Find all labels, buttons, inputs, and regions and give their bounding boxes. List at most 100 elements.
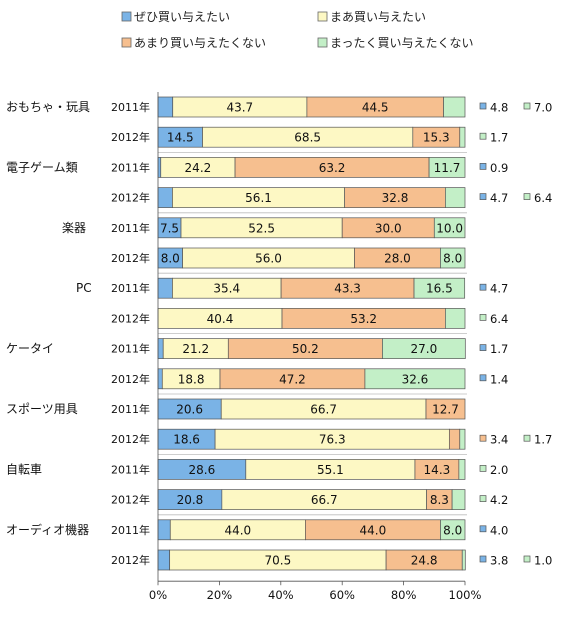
data-label: 28.0 xyxy=(384,252,411,266)
bar-segment xyxy=(413,277,466,299)
data-label: 15.3 xyxy=(423,131,450,145)
x-tick-label: 100% xyxy=(449,588,482,602)
data-label: 18.6 xyxy=(173,433,200,447)
data-label: 32.8 xyxy=(382,191,409,205)
data-label: 76.3 xyxy=(319,433,346,447)
data-label: 10.0 xyxy=(436,221,463,235)
year-label: 2012年 xyxy=(111,493,150,507)
category-label: スポーツ用具 xyxy=(6,402,78,416)
category-label: ケータイ xyxy=(6,342,54,356)
outside-data-label: 3.8 xyxy=(490,554,508,568)
data-label: 66.7 xyxy=(310,403,337,417)
category-label: 自転車 xyxy=(6,462,42,476)
year-label: 2011年 xyxy=(111,462,150,476)
bar-segment xyxy=(382,338,466,359)
data-label: 43.7 xyxy=(226,101,253,115)
outside-data-label: 1.7 xyxy=(490,131,508,145)
year-label: 2011年 xyxy=(111,221,150,235)
data-label: 7.5 xyxy=(160,221,179,235)
year-label: 2012年 xyxy=(111,311,150,325)
plot-area: 43.7 44.5 4.8 7.0 14.5 68.5 15.3 1.7 24.2 63.2 11.… xyxy=(157,96,552,571)
outside-marker xyxy=(523,102,531,110)
outside-data-label: 1.0 xyxy=(534,554,552,568)
bar-segment xyxy=(440,519,466,541)
outside-data-label: 4.7 xyxy=(490,282,508,296)
outside-marker xyxy=(523,434,531,442)
data-label: 56.1 xyxy=(245,191,272,205)
bar-segment xyxy=(428,157,466,178)
data-label: 24.8 xyxy=(411,554,438,568)
data-label: 24.2 xyxy=(185,161,212,175)
outside-marker xyxy=(479,495,487,502)
bar-segment xyxy=(157,338,164,359)
x-tick-label: 40% xyxy=(268,588,294,602)
data-label: 14.3 xyxy=(424,463,451,477)
legend-swatch-1 xyxy=(121,11,132,22)
legend-label-3: あまり買い与えたくない xyxy=(134,36,266,50)
category-label: 電子ゲーム類 xyxy=(6,160,78,174)
legend-swatch-2 xyxy=(317,11,328,22)
data-label: 16.5 xyxy=(426,282,453,296)
year-label: 2012年 xyxy=(111,553,150,567)
data-label: 35.4 xyxy=(213,282,240,296)
legend-label-1: ぜひ買い与えたい xyxy=(134,10,230,24)
outside-data-label: 7.0 xyxy=(534,101,552,115)
category-labels: 2011年おもちゃ・玩具2012年2011年電子ゲーム類2012年2011年楽器… xyxy=(6,100,150,567)
legend-swatch-4 xyxy=(317,37,328,48)
category-label: 楽器 xyxy=(62,221,86,235)
data-label: 55.1 xyxy=(317,463,344,477)
outside-data-label: 6.4 xyxy=(490,312,508,326)
legend-label-2: まあ買い与えたい xyxy=(330,10,426,24)
data-label: 43.3 xyxy=(334,282,361,296)
data-label: 44.5 xyxy=(362,101,389,115)
outside-marker xyxy=(479,374,487,382)
data-label: 30.0 xyxy=(375,221,402,235)
data-label: 11.7 xyxy=(434,161,461,175)
bar-segment xyxy=(461,549,466,571)
data-label: 44.0 xyxy=(360,523,387,537)
bar-segment xyxy=(451,489,466,510)
bar-segment xyxy=(157,519,171,541)
bar-segment xyxy=(445,308,466,329)
bar-segment xyxy=(157,96,174,118)
outside-marker xyxy=(479,283,487,291)
bar-segment xyxy=(157,187,173,208)
bar-segment xyxy=(440,247,466,269)
data-label: 8.0 xyxy=(161,252,180,266)
outside-data-label: 4.7 xyxy=(490,191,508,205)
data-label: 40.4 xyxy=(207,312,234,326)
bar-segment xyxy=(443,96,466,118)
bar-segment xyxy=(425,398,466,420)
data-label: 21.2 xyxy=(182,342,209,356)
category-label: PC xyxy=(76,281,92,295)
year-label: 2011年 xyxy=(111,160,150,174)
data-label: 12.7 xyxy=(432,403,459,417)
outside-marker xyxy=(479,132,487,140)
bar-segment xyxy=(433,217,466,239)
legend-swatch-3 xyxy=(121,37,132,48)
x-tick-label: 60% xyxy=(329,588,355,602)
bar-segment xyxy=(157,368,163,390)
category-label: オーディオ機器 xyxy=(6,522,89,537)
data-label: 68.5 xyxy=(294,131,321,145)
data-label: 63.2 xyxy=(319,161,346,175)
year-label: 2011年 xyxy=(111,402,150,416)
bar-segment xyxy=(459,126,466,148)
outside-data-label: 1.7 xyxy=(534,433,552,447)
bar-segment xyxy=(459,428,466,450)
outside-marker xyxy=(479,525,487,533)
x-tick-label: 80% xyxy=(391,588,417,602)
data-label: 8.3 xyxy=(430,493,449,507)
outside-marker xyxy=(479,465,487,472)
x-tick-label: 20% xyxy=(207,588,233,602)
data-label: 32.6 xyxy=(402,372,429,386)
data-label: 56.0 xyxy=(255,252,282,266)
year-label: 2011年 xyxy=(111,281,150,295)
bar-segment xyxy=(157,549,171,571)
year-label: 2011年 xyxy=(111,342,150,356)
data-label: 14.5 xyxy=(167,131,194,145)
outside-marker xyxy=(479,102,487,110)
year-label: 2012年 xyxy=(111,251,150,265)
data-label: 8.0 xyxy=(443,523,462,537)
outside-marker xyxy=(523,555,531,563)
